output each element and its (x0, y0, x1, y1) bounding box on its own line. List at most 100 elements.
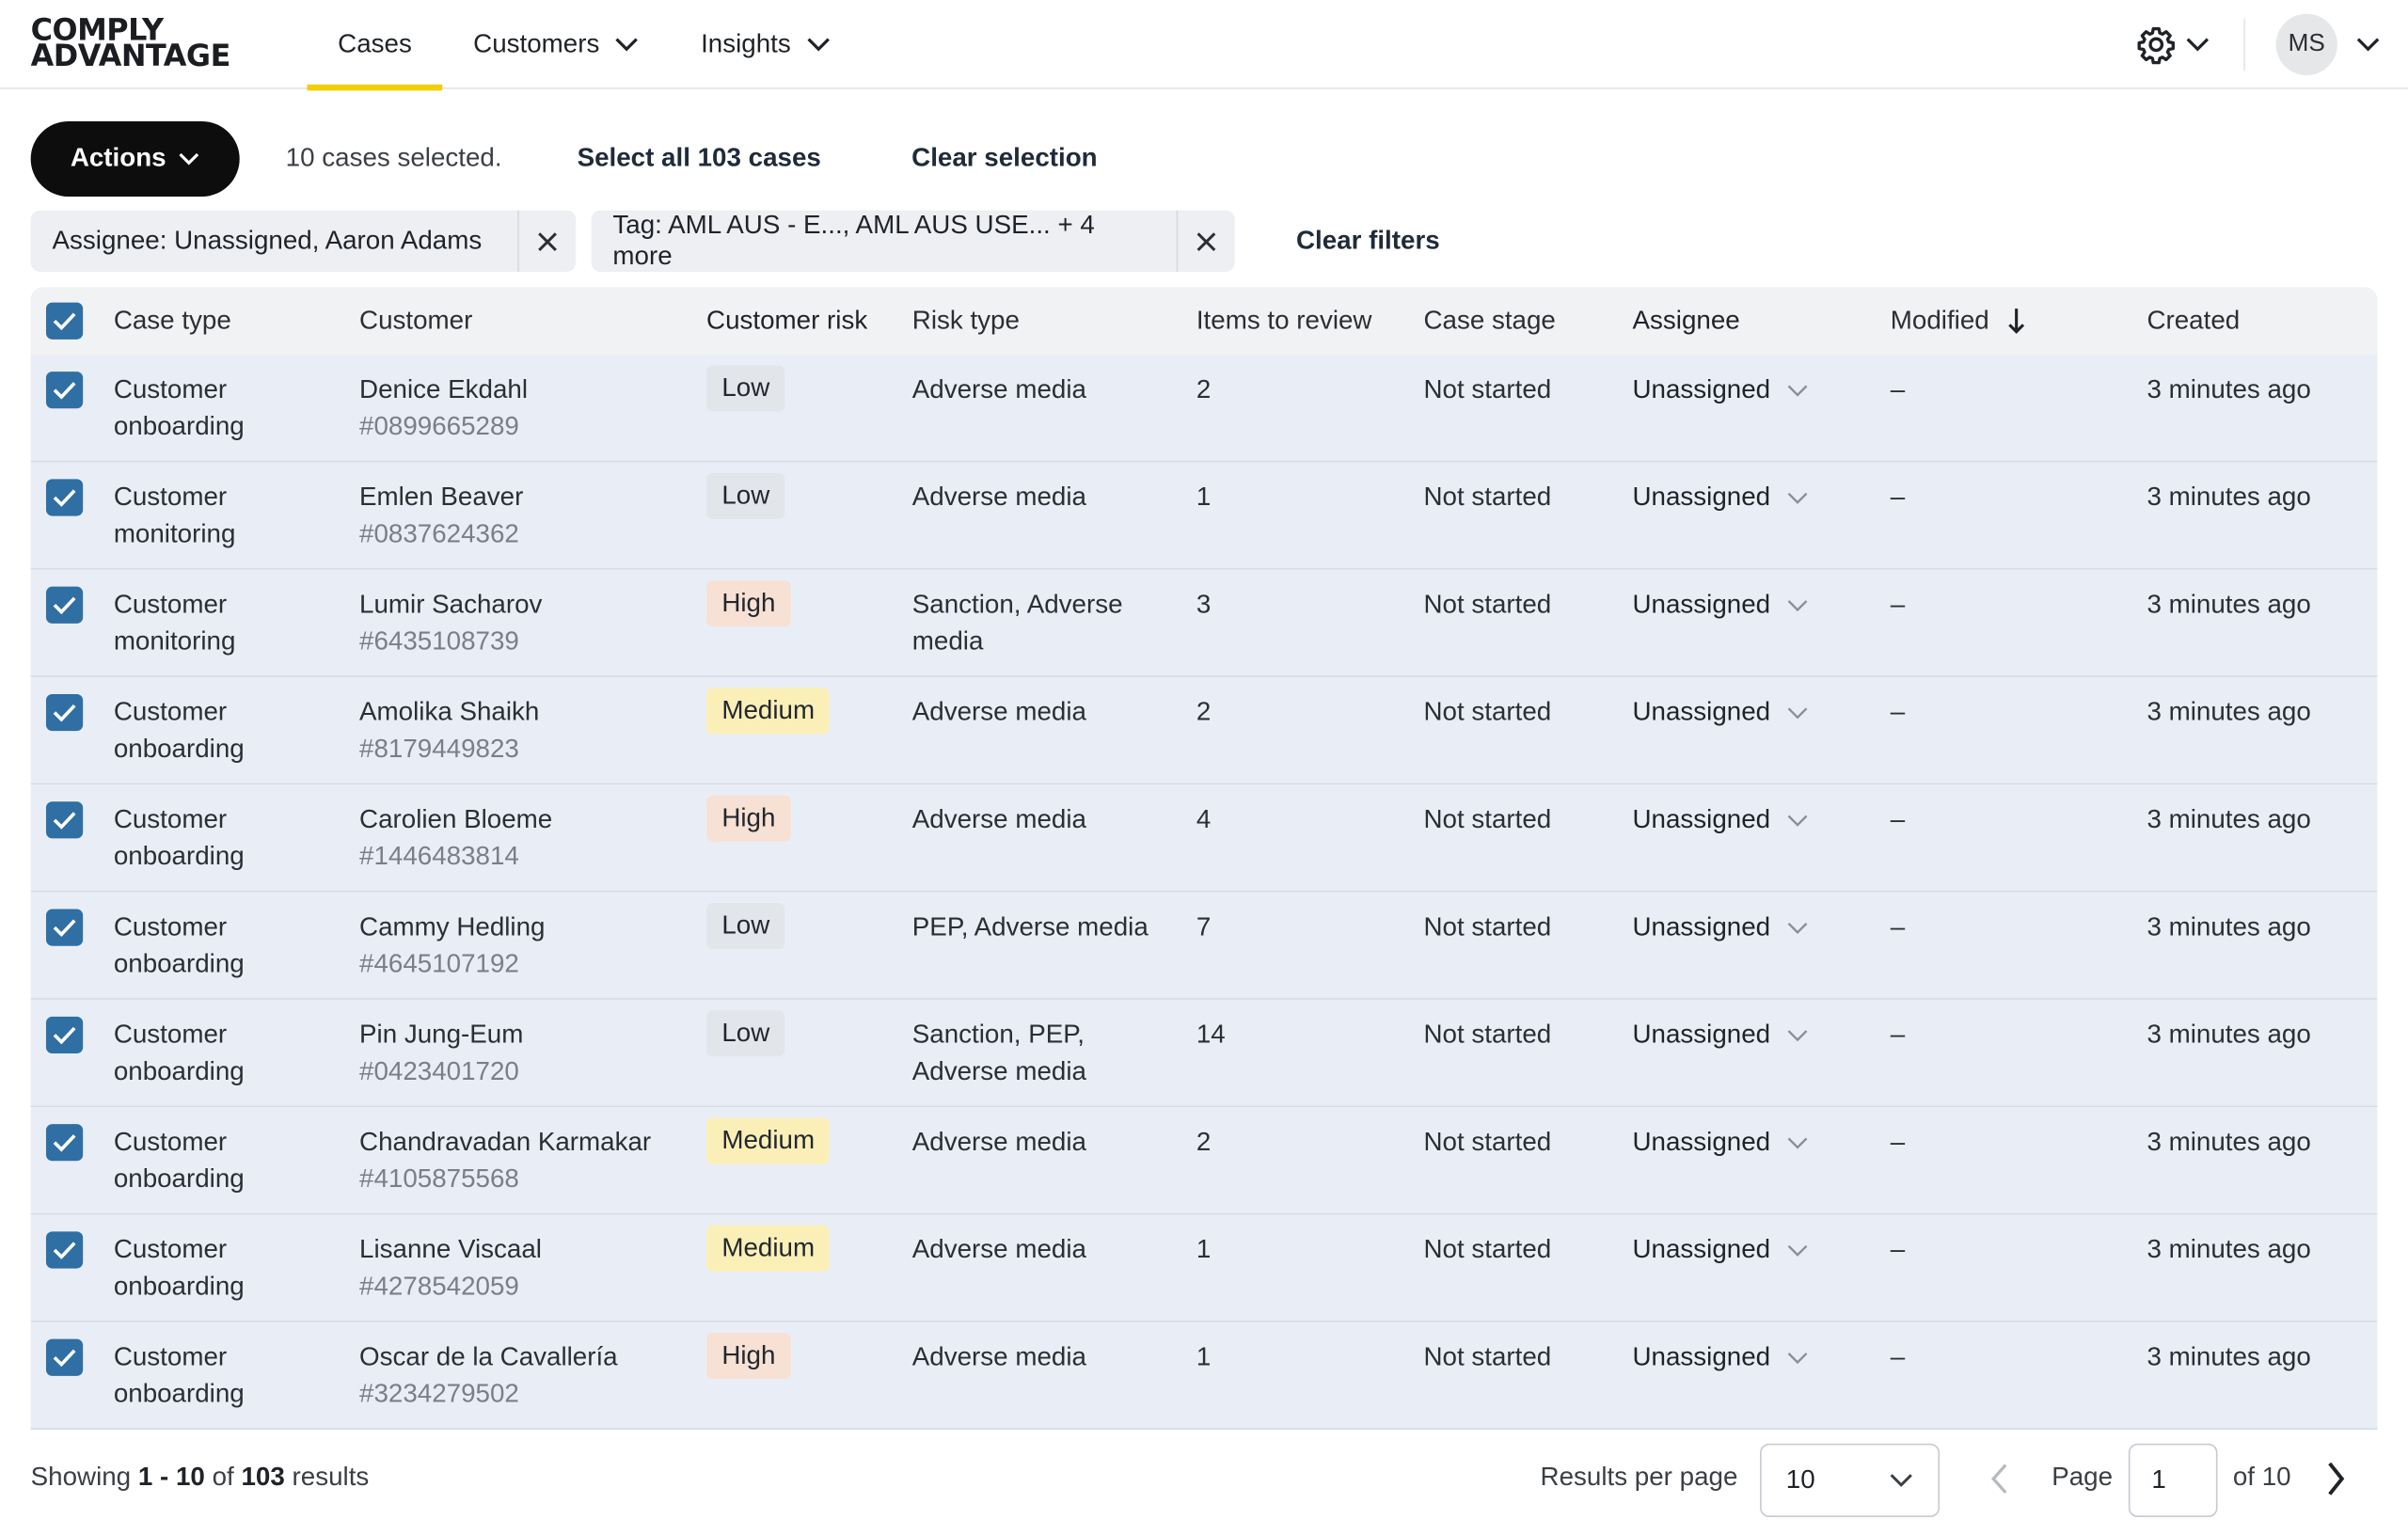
remove-filter-button[interactable] (1176, 210, 1235, 272)
assignee-dropdown[interactable]: Unassigned (1633, 1124, 1809, 1161)
remove-filter-button[interactable] (517, 210, 576, 272)
tab-insights-label: Insights (701, 29, 791, 59)
row-checkbox[interactable] (45, 586, 84, 624)
table-row[interactable]: Customer onboarding Oscar de la Cavallería… (30, 1321, 2378, 1430)
row-checkbox[interactable] (45, 801, 84, 839)
previous-page-button[interactable] (1990, 1462, 2009, 1503)
chevron-down-icon (1787, 1029, 1808, 1041)
header-risk-type[interactable]: Risk type (911, 305, 1020, 335)
customer-cell[interactable]: Amolika Shaikh #8179449823 (359, 694, 689, 768)
clear-selection-link[interactable]: Clear selection (911, 142, 1098, 172)
row-checkbox[interactable] (45, 1231, 84, 1269)
table-row[interactable]: Customer onboarding Lisanne Viscaal #427854… (30, 1214, 2378, 1322)
header-case-stage[interactable]: Case stage (1423, 305, 1556, 335)
items-to-review: 3 (1196, 589, 1212, 619)
assignee-value: Unassigned (1632, 1341, 1771, 1371)
modified-value: – (1890, 911, 1906, 942)
assignee-dropdown[interactable]: Unassigned (1633, 1231, 1809, 1268)
row-checkbox[interactable] (45, 693, 84, 732)
case-type-cell: Customer onboarding (114, 1339, 344, 1413)
created-value: 3 minutes ago (2147, 804, 2311, 834)
user-menu-button[interactable]: MS (2275, 13, 2381, 75)
customer-name: Chandravadan Karmakar (359, 1127, 652, 1157)
risk-type-line-1: Adverse media (911, 804, 1086, 834)
row-checkbox[interactable] (45, 1124, 84, 1162)
filter-chip-assignee[interactable]: Assignee: Unassigned, Aaron Adams (30, 210, 577, 272)
risk-type-line-1: Sanction, Adverse (911, 589, 1123, 619)
customer-name: Carolien Bloeme (359, 804, 553, 834)
assignee-dropdown[interactable]: Unassigned (1633, 372, 1809, 408)
header-case-type[interactable]: Case type (113, 305, 231, 335)
case-stage: Not started (1423, 697, 1552, 727)
modified-value: – (1890, 374, 1906, 404)
clear-filters-link[interactable]: Clear filters (1295, 225, 1440, 256)
showing-prefix: Showing (30, 1462, 132, 1492)
close-icon (538, 231, 557, 251)
case-type-line-2: monitoring (113, 626, 236, 657)
selection-bar: Actions 10 cases selected. Select all 10… (30, 120, 1098, 197)
customer-cell[interactable]: Pin Jung-Eum #0423401720 (359, 1017, 689, 1090)
header-assignee[interactable]: Assignee (1632, 305, 1740, 335)
tab-insights[interactable]: Insights (670, 0, 861, 89)
table-row[interactable]: Customer onboarding Denice Ekdahl #08996652… (30, 355, 2378, 463)
assignee-dropdown[interactable]: Unassigned (1633, 1339, 1809, 1376)
customer-cell[interactable]: Chandravadan Karmakar #4105875568 (359, 1124, 689, 1197)
tab-customers-label: Customers (473, 29, 600, 59)
customer-cell[interactable]: Oscar de la Cavallería #3234279502 (359, 1339, 689, 1413)
risk-type-line-2: Adverse media (911, 1056, 1086, 1086)
row-checkbox[interactable] (45, 372, 84, 409)
table-row[interactable]: Customer onboarding Amolika Shaikh #8179449… (30, 676, 2378, 785)
filter-chip-tag[interactable]: Tag: AML AUS - E..., AML AUS USE... + 4 … (591, 210, 1235, 272)
header-customer[interactable]: Customer (359, 305, 473, 335)
risk-badge: High (706, 795, 791, 842)
risk-badge: Medium (706, 1117, 831, 1164)
table-row[interactable]: Customer monitoring Emlen Beaver #083762436… (30, 462, 2378, 570)
table-row[interactable]: Customer onboarding Pin Jung-Eum #042340172… (30, 999, 2378, 1108)
next-page-button[interactable] (2325, 1461, 2347, 1505)
header-items[interactable]: Items to review (1196, 305, 1372, 335)
case-stage: Not started (1423, 1127, 1552, 1157)
case-type-line-2: onboarding (113, 1271, 245, 1301)
assignee-dropdown[interactable]: Unassigned (1633, 801, 1809, 838)
select-all-checkbox[interactable] (45, 302, 84, 340)
assignee-dropdown[interactable]: Unassigned (1633, 587, 1809, 624)
assignee-dropdown[interactable]: Unassigned (1633, 910, 1809, 946)
select-all-link[interactable]: Select all 103 cases (577, 142, 821, 172)
brand-logo[interactable]: COMPLY ADVANTAGE (31, 15, 231, 71)
avatar: MS (2275, 13, 2337, 75)
row-checkbox[interactable] (45, 1338, 84, 1376)
assignee-dropdown[interactable]: Unassigned (1633, 1017, 1809, 1053)
filter-bar: Assignee: Unassigned, Aaron Adams Tag: A… (30, 210, 1440, 272)
settings-menu-button[interactable] (2136, 24, 2210, 65)
table-row[interactable]: Customer monitoring Lumir Sacharov #6435108… (30, 569, 2378, 677)
table-row[interactable]: Customer onboarding Chandravadan Karmakar #… (30, 1107, 2378, 1215)
row-checkbox[interactable] (45, 1016, 84, 1053)
table-row[interactable]: Customer onboarding Carolien Bloeme #144648… (30, 784, 2378, 893)
tab-customers[interactable]: Customers (443, 0, 671, 89)
case-type-line-2: onboarding (113, 841, 245, 871)
customer-cell[interactable]: Denice Ekdahl #0899665289 (359, 372, 689, 445)
row-checkbox[interactable] (45, 909, 84, 946)
header-modified[interactable]: Modified (1891, 303, 2026, 340)
tab-cases[interactable]: Cases (307, 0, 443, 91)
customer-cell[interactable]: Lisanne Viscaal #4278542059 (359, 1231, 689, 1305)
case-type-line-1: Customer (113, 697, 228, 727)
check-icon (53, 1026, 76, 1045)
customer-cell[interactable]: Carolien Bloeme #1446483814 (359, 801, 689, 875)
header-created[interactable]: Created (2147, 305, 2241, 335)
customer-cell[interactable]: Cammy Hedling #4645107192 (359, 910, 689, 983)
case-type-line-1: Customer (113, 804, 228, 834)
assignee-dropdown[interactable]: Unassigned (1633, 694, 1809, 731)
header-customer-risk[interactable]: Customer risk (706, 305, 868, 335)
case-stage: Not started (1423, 374, 1552, 404)
row-checkbox[interactable] (45, 479, 84, 516)
customer-cell[interactable]: Lumir Sacharov #6435108739 (359, 587, 689, 660)
assignee-dropdown[interactable]: Unassigned (1633, 479, 1809, 515)
page-number-input[interactable]: 1 (2128, 1443, 2218, 1518)
table-row[interactable]: Customer onboarding Cammy Hedling #46451071… (30, 892, 2378, 1000)
risk-badge: Low (706, 1010, 785, 1057)
actions-button[interactable]: Actions (30, 120, 240, 197)
customer-cell[interactable]: Emlen Beaver #0837624362 (359, 479, 689, 552)
case-type-cell: Customer monitoring (114, 479, 344, 552)
results-per-page-select[interactable]: 10 (1760, 1443, 1941, 1518)
